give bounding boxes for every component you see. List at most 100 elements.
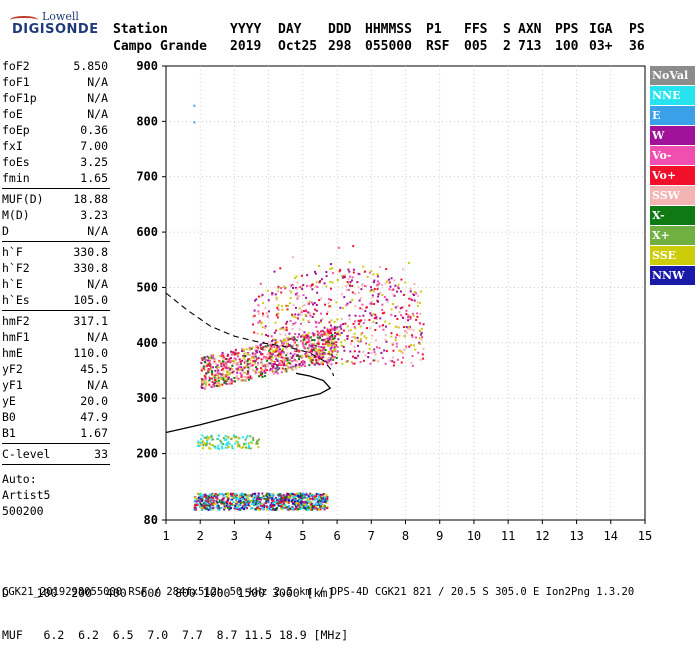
echo-point [267,310,270,313]
echo-point [310,359,313,362]
echo-point [222,497,225,500]
echo-point [207,495,210,498]
echo-point [271,507,274,510]
echo-point [295,275,298,278]
echo-point [309,340,312,343]
echo-point [217,434,220,437]
echo-point [268,362,271,365]
echo-point [296,360,299,363]
echo-point [243,442,246,445]
echo-point [280,498,283,501]
echo-point [407,326,410,329]
echo-point [288,361,291,364]
echo-point [404,330,407,333]
echo-point [328,298,331,301]
echo-point [221,361,224,364]
echo-point [353,332,356,335]
echo-point [281,496,284,499]
echo-point [268,354,271,357]
echo-point [246,502,249,505]
echo-point [299,507,302,510]
echo-point [200,386,203,389]
echo-point [300,355,303,358]
echo-point [314,320,317,323]
echo-point [384,282,387,285]
echo-point [255,502,258,505]
echo-point [265,369,268,372]
echo-point [280,327,283,330]
echo-point [351,355,354,358]
echo-point [290,284,293,287]
echo-point [219,439,222,442]
echo-point [207,437,210,440]
echo-point [270,348,273,351]
echo-point [220,445,223,448]
echo-point [319,352,322,355]
echo-point [290,291,293,294]
echo-point [211,371,214,374]
echo-point [275,358,278,361]
echo-point [301,305,304,308]
echo-point [323,508,326,511]
echo-point [402,268,405,271]
echo-point [412,329,415,332]
echo-point [272,494,275,497]
echo-point [338,270,341,273]
echo-point [248,494,251,497]
echo-point [194,503,197,506]
echo-point [266,492,269,495]
echo-point [279,353,282,356]
echo-point [314,308,317,311]
echo-point [368,271,371,274]
echo-point [309,314,312,317]
y-tick-label: 500 [136,280,158,294]
echo-point [330,319,333,322]
echo-point [372,281,375,284]
echo-point [261,496,264,499]
echo-point [256,506,259,509]
echo-point [262,314,265,317]
echo-point [276,365,279,368]
echo-point [235,435,238,438]
param-row: B0 47.9 [2,409,110,425]
digisonde-logo: Lowell DIGISONDE [6,10,106,44]
echo-point [394,336,397,339]
echo-point [331,350,334,353]
echo-point [266,493,269,496]
param-value: 330.8 [73,245,108,259]
echo-point [234,357,237,360]
echo-point [305,496,308,499]
echo-point [328,305,331,308]
echo-point [351,336,354,339]
echo-point [299,493,302,496]
echo-point [353,350,356,353]
echo-point [308,508,311,511]
echo-point [314,270,317,273]
echo-point [386,280,389,283]
echo-point [257,375,260,378]
echo-point [397,286,400,289]
echo-point [208,500,211,503]
echo-point [200,507,203,510]
echo-point [270,508,273,511]
echo-point [401,352,404,355]
param-row: D N/A [2,223,110,239]
echo-point [203,493,206,496]
echo-point [286,308,289,311]
echo-point [288,508,291,511]
echo-point [295,502,298,505]
echo-point [330,357,333,360]
echo-point [243,376,246,379]
echo-point [408,345,411,348]
echo-point [236,445,239,448]
echo-point [227,436,230,439]
echo-point [297,498,300,501]
echo-point [310,348,313,351]
echo-point [255,368,258,371]
echo-point [218,500,221,503]
echo-point [292,339,295,342]
echo-point [206,369,209,372]
echo-point [269,355,272,358]
echo-point [197,497,200,500]
echo-point [313,347,316,350]
